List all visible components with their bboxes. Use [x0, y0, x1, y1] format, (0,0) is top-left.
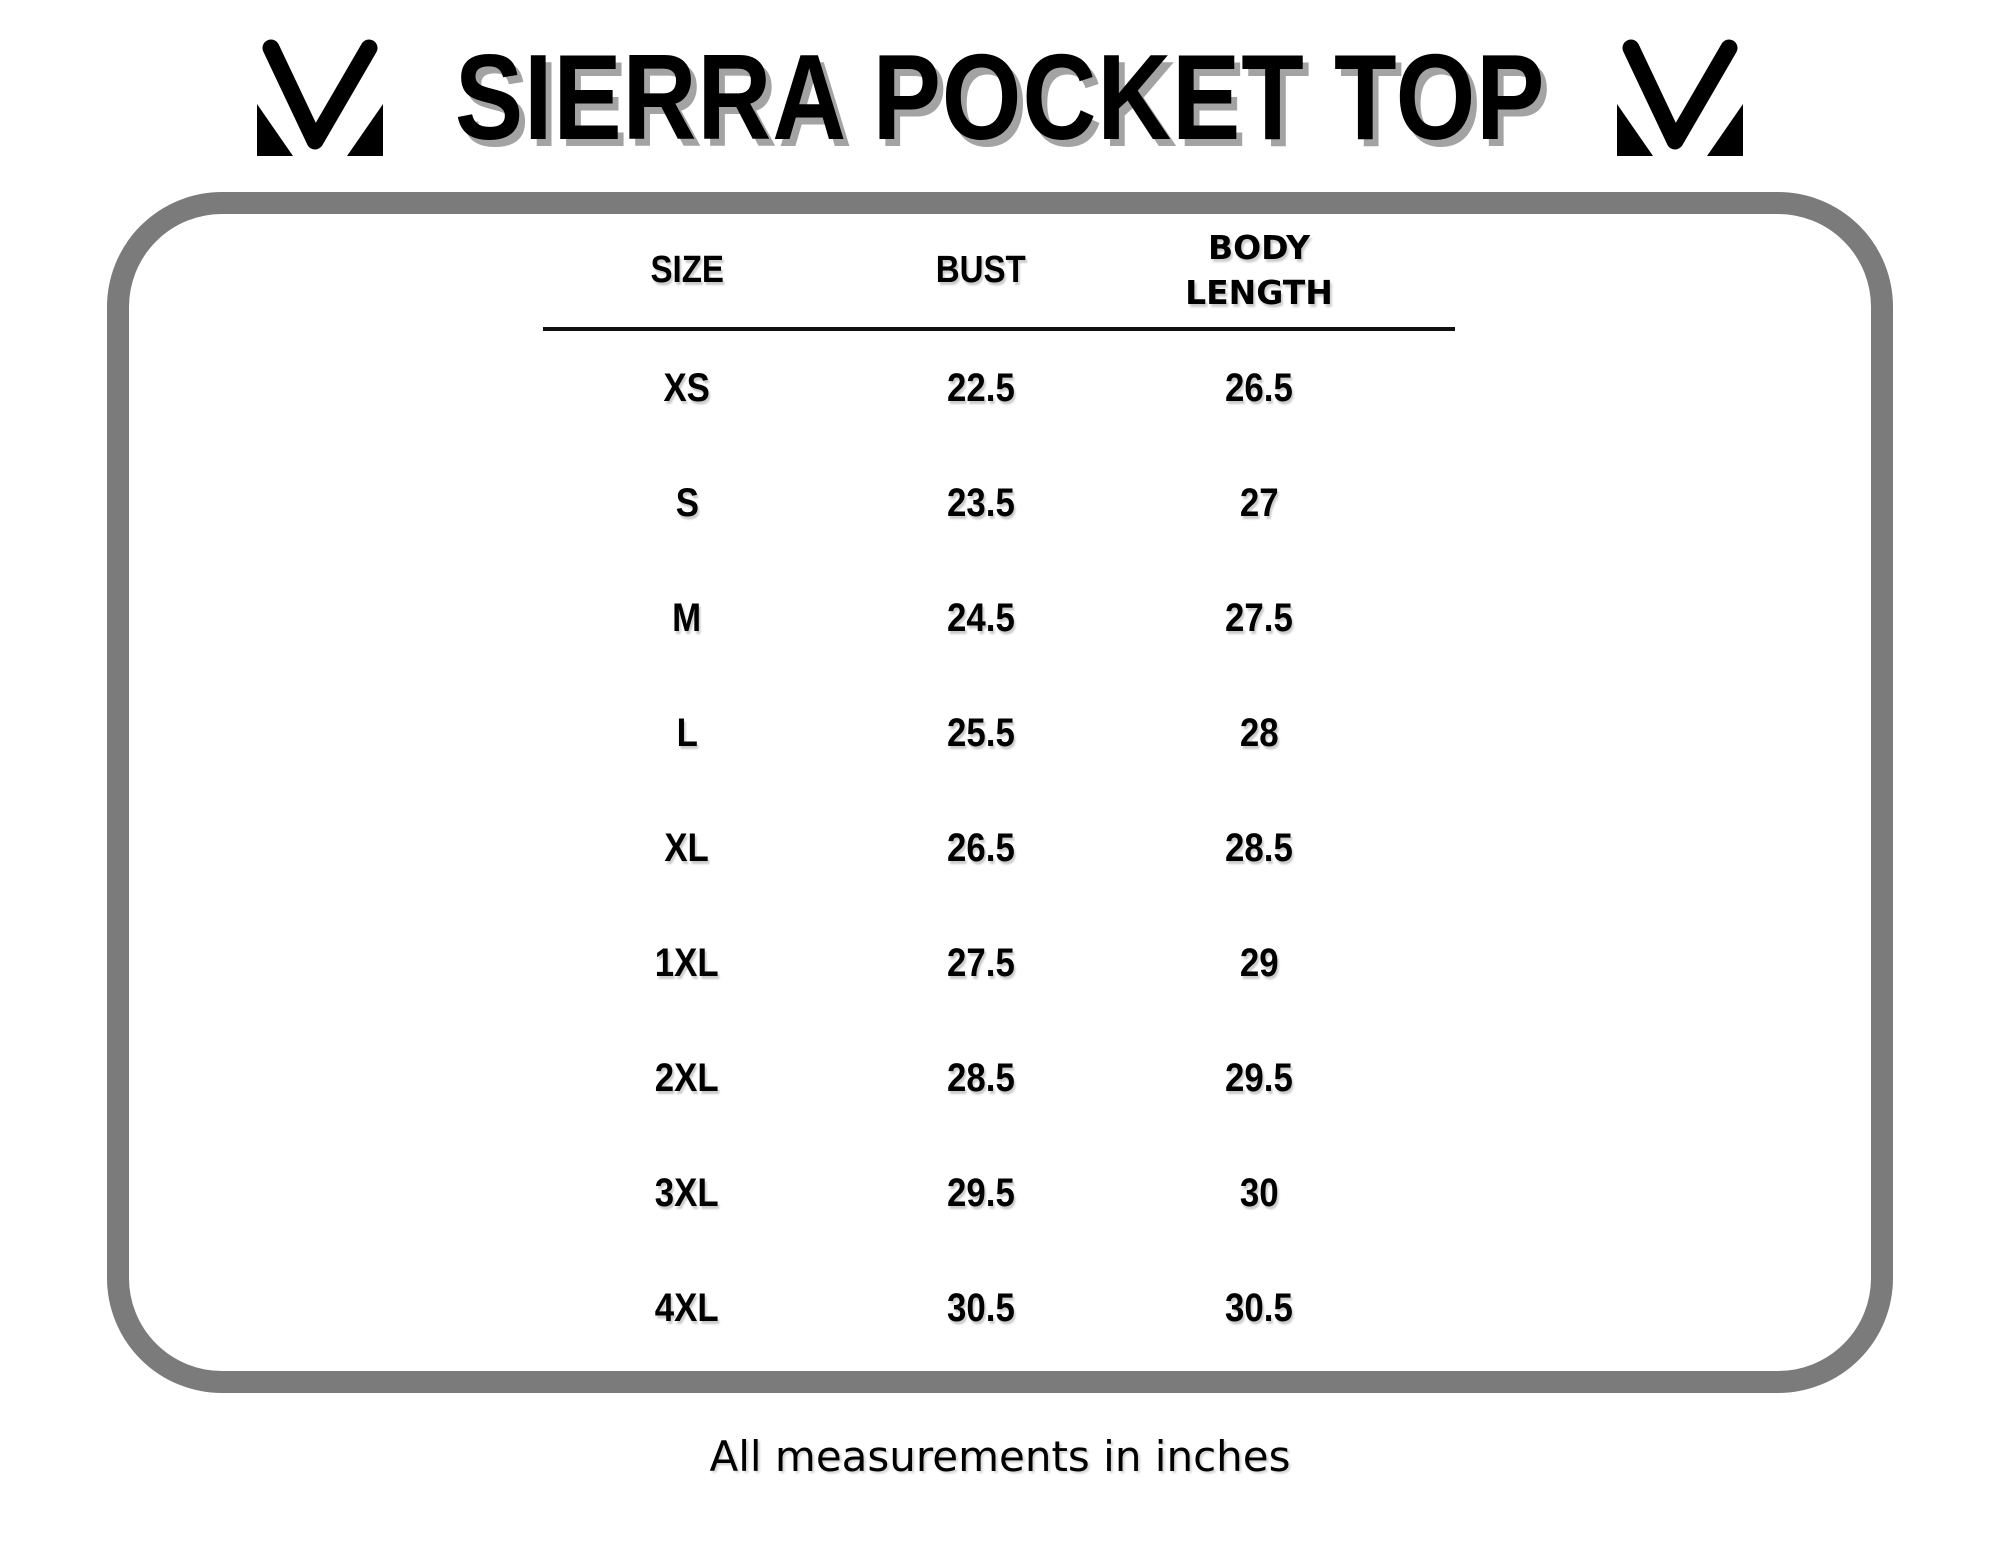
table-row: L 25.5 28 [543, 676, 1455, 791]
table-row: XL 26.5 28.5 [543, 791, 1455, 906]
bust-cell: 27.5 [947, 941, 1015, 985]
table-row: M 24.5 27.5 [543, 561, 1455, 676]
page-header: SIERRA POCKET TOP [0, 36, 2000, 158]
size-cell: 2XL [655, 1056, 719, 1100]
body-length-cell: 27.5 [1225, 596, 1293, 640]
table-row: 4XL 30.5 30.5 [543, 1251, 1455, 1366]
body-length-cell: 29 [1239, 941, 1279, 985]
table-row: 3XL 29.5 30 [543, 1136, 1455, 1251]
size-cell: XL [664, 826, 710, 870]
page-title: SIERRA POCKET TOP [454, 29, 1546, 165]
body-length-cell: 30 [1239, 1171, 1279, 1215]
size-chart-frame [107, 192, 1893, 1393]
table-header-row: SIZE BUST BODY LENGTH [543, 214, 1455, 331]
size-cell: 3XL [655, 1171, 719, 1215]
body-length-cell: 29.5 [1225, 1056, 1293, 1100]
bust-cell: 23.5 [947, 481, 1015, 525]
size-cell: 4XL [655, 1286, 719, 1330]
bust-cell: 22.5 [947, 366, 1015, 410]
column-header-bust: BUST [935, 249, 1026, 291]
bust-cell: 30.5 [947, 1286, 1015, 1330]
size-table: SIZE BUST BODY LENGTH XS 22.5 26.5 S 23.… [543, 214, 1455, 1366]
column-header-body-length: BODY LENGTH [1185, 227, 1333, 312]
measurements-note: All measurements in inches [709, 1432, 1291, 1481]
m-brand-logo-icon [256, 38, 383, 156]
bust-cell: 24.5 [947, 596, 1015, 640]
bust-cell: 26.5 [947, 826, 1015, 870]
body-length-cell: 26.5 [1225, 366, 1293, 410]
table-row: 1XL 27.5 29 [543, 906, 1455, 1021]
bust-cell: 28.5 [947, 1056, 1015, 1100]
size-cell: XS [663, 366, 711, 410]
size-cell: L [676, 711, 698, 755]
table-row: 2XL 28.5 29.5 [543, 1021, 1455, 1136]
size-cell: M [672, 596, 702, 640]
size-cell: 1XL [655, 941, 719, 985]
body-length-cell: 27 [1239, 481, 1279, 525]
body-length-cell: 30.5 [1225, 1286, 1293, 1330]
column-header-size: SIZE [650, 249, 724, 291]
m-brand-logo-icon [1617, 38, 1744, 156]
table-body: XS 22.5 26.5 S 23.5 27 M 24.5 27.5 L 25.… [543, 331, 1455, 1366]
bust-cell: 25.5 [947, 711, 1015, 755]
bust-cell: 29.5 [947, 1171, 1015, 1215]
table-row: XS 22.5 26.5 [543, 331, 1455, 446]
table-row: S 23.5 27 [543, 446, 1455, 561]
body-length-cell: 28.5 [1225, 826, 1293, 870]
body-length-cell: 28 [1239, 711, 1279, 755]
size-cell: S [675, 481, 699, 525]
